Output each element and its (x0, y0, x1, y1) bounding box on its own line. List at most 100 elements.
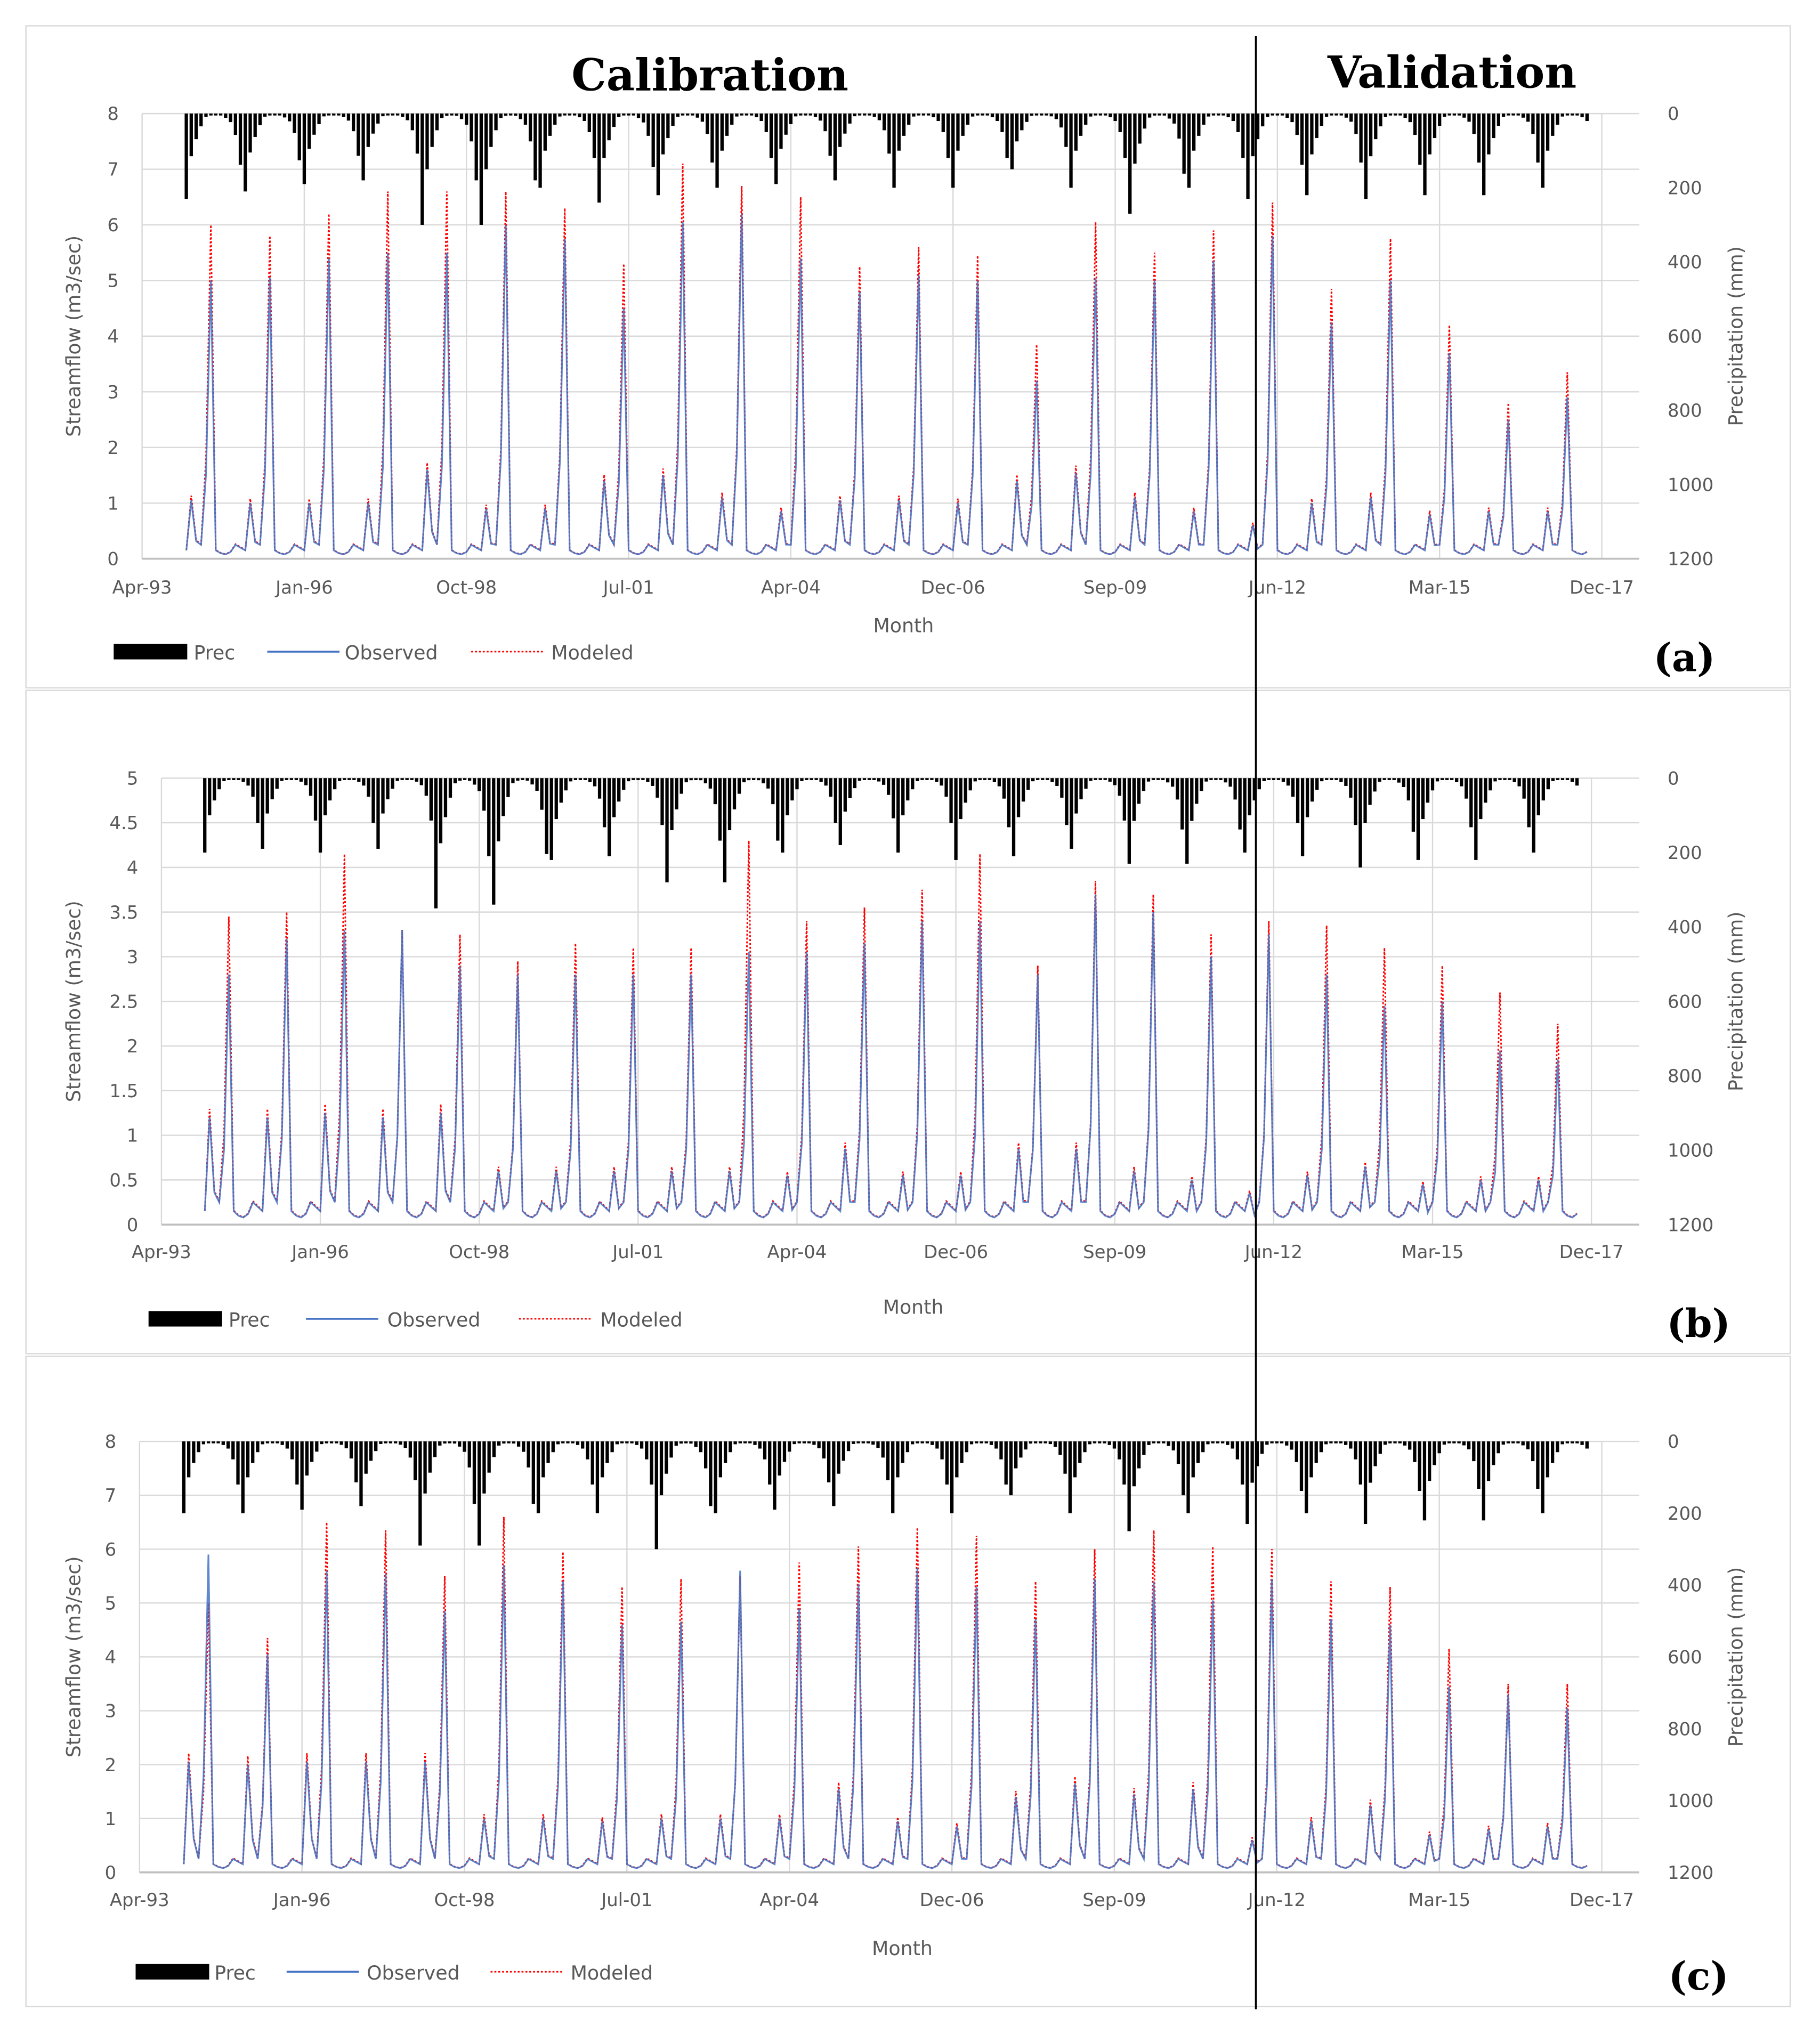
y-tick-label: 1.5 (109, 1081, 138, 1101)
y-tick-label: 0 (107, 549, 119, 570)
prec-bar (994, 1441, 998, 1449)
prec-bar (535, 778, 539, 791)
prec-bar (961, 113, 965, 136)
x-tick-label: Jan-96 (290, 1242, 349, 1262)
prec-bar (1359, 113, 1363, 163)
prec-bar (1378, 1441, 1382, 1454)
prec-bar (504, 113, 508, 116)
prec-bar (1055, 778, 1059, 786)
prec-bar (1000, 113, 1004, 132)
prec-bar (290, 1441, 294, 1460)
prec-bar (558, 113, 562, 117)
x-tick-label: Mar-15 (1409, 577, 1471, 598)
prec-bar (681, 113, 685, 116)
prec-bar (1541, 778, 1545, 801)
prec-bar (1182, 1441, 1185, 1496)
prec-bar (1024, 1441, 1028, 1450)
prec-bar (473, 778, 476, 785)
prec-bar (892, 113, 896, 188)
prec-bar (1512, 778, 1516, 782)
prec-bar (1216, 1441, 1220, 1444)
prec-bar (1171, 1441, 1175, 1450)
prec-bar (684, 778, 688, 783)
prec-bar (1005, 113, 1009, 158)
prec-bar (764, 113, 768, 132)
prec-bar (1413, 1441, 1417, 1462)
prec-bar (1457, 1441, 1461, 1444)
prec-bar (1349, 113, 1353, 122)
prec-bar (911, 1441, 915, 1445)
prec-bar (221, 1441, 225, 1445)
prec-bar (871, 1441, 875, 1445)
prec-bar (1541, 113, 1545, 188)
prec-bar (317, 113, 321, 124)
prec-bar (1295, 1441, 1298, 1462)
prec-bar (699, 778, 702, 781)
prec-bar (680, 778, 683, 794)
prec-bar (1460, 778, 1463, 787)
prec-bar (1296, 778, 1300, 823)
prec-bar (1437, 1441, 1441, 1454)
panel-a-frame (25, 25, 1791, 688)
prec-bar (896, 778, 900, 853)
prec-bar (1079, 113, 1083, 136)
prec-bar (1266, 113, 1269, 117)
prec-bar (1570, 778, 1574, 782)
prec-bar (428, 1441, 432, 1473)
prec-bar (199, 113, 203, 127)
prec-bar (1103, 1441, 1106, 1444)
prec-bar (369, 1441, 373, 1461)
prec-bar (989, 1441, 993, 1445)
prec-bar (1250, 1441, 1254, 1483)
prec-bar (968, 778, 972, 791)
prec-bar (812, 1441, 816, 1445)
prec-bar (229, 113, 232, 123)
prec-bar (253, 113, 257, 137)
prec-bar (413, 1441, 417, 1480)
x-tick-label: Oct-98 (436, 577, 497, 598)
prec-bar (976, 113, 980, 116)
prec-bar (935, 1441, 939, 1449)
prec-bar (1241, 113, 1245, 158)
prec-bar (1330, 113, 1333, 116)
prec-bar (886, 1441, 890, 1480)
prec-bar (1503, 778, 1507, 780)
prec-bar (1151, 778, 1155, 780)
prec-bar (595, 1441, 600, 1513)
prec-bar (232, 778, 236, 780)
prec-bar (1122, 778, 1126, 821)
prec-bar (876, 1441, 880, 1448)
y-tick-label: 8 (107, 103, 119, 124)
prec-bar (1556, 778, 1560, 780)
prec-bar (1094, 778, 1097, 780)
prec-bar (650, 1441, 653, 1485)
prec-bar (438, 1441, 442, 1446)
prec-bar (1167, 1441, 1170, 1446)
x-tick-label: Dec-06 (921, 577, 985, 598)
y-axis-label: Streamflow (m3/sec) (62, 236, 85, 437)
prec-bar (194, 113, 198, 140)
prec-bar (1012, 778, 1016, 856)
prec-bar (386, 778, 390, 800)
prec-bar (671, 113, 675, 126)
prec-bar (1252, 778, 1256, 801)
prec-bar (184, 113, 188, 199)
prec-bar (902, 113, 906, 136)
prec-bar (445, 113, 449, 116)
prec-bar (408, 1441, 412, 1458)
prec-bar (925, 1441, 929, 1444)
prec-bar (858, 778, 862, 781)
prec-bar (990, 113, 994, 118)
prec-bar (808, 113, 812, 116)
prec-bar (258, 113, 262, 126)
prec-bar (1517, 778, 1521, 787)
prec-bar (799, 113, 803, 116)
prec-bar (1195, 778, 1199, 804)
prec-bar (781, 778, 784, 853)
prec-bar (1344, 1441, 1348, 1445)
prec-bar (1251, 113, 1255, 157)
prec-bar (689, 1441, 693, 1444)
prec-bar (405, 778, 409, 780)
prec-bar (1354, 113, 1358, 134)
prec-bar (1123, 113, 1127, 158)
